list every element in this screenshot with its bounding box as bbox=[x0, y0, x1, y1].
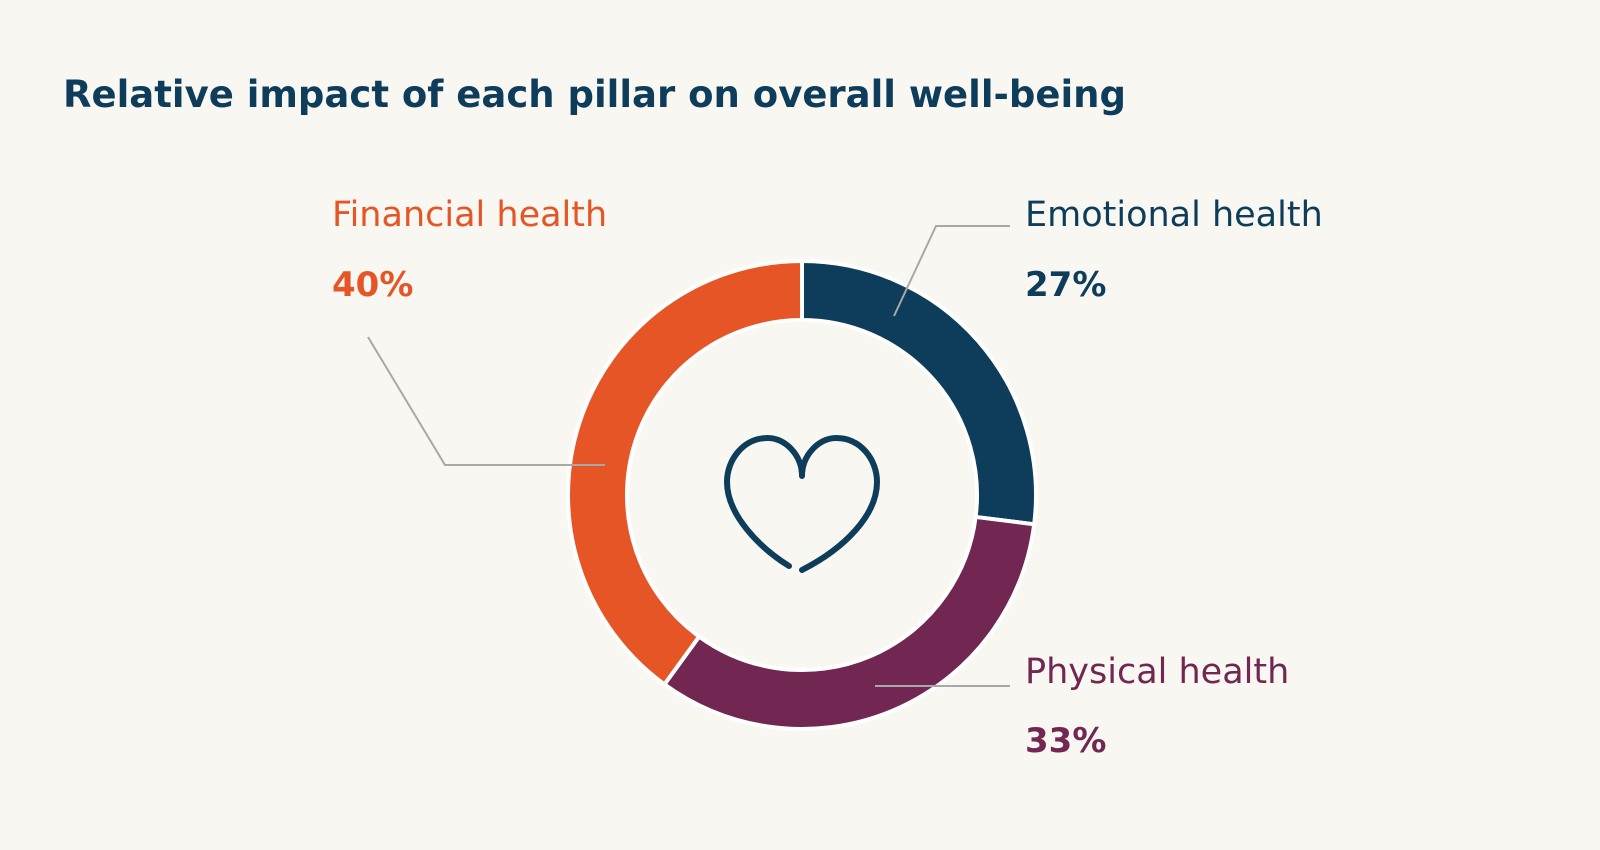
category-label: Emotional health bbox=[1025, 195, 1323, 235]
donut-segment bbox=[566, 258, 804, 688]
value-label: 33% bbox=[1025, 721, 1106, 761]
category-label: Physical health bbox=[1025, 652, 1289, 692]
donut bbox=[566, 258, 1038, 731]
donut-segment bbox=[661, 514, 1037, 731]
heart-icon bbox=[723, 434, 881, 573]
chart-title: Relative impact of each pillar on overal… bbox=[63, 73, 1126, 116]
value-label: 40% bbox=[332, 265, 413, 305]
leader-line bbox=[893, 225, 1010, 317]
donut-segment bbox=[800, 258, 1038, 527]
category-label: Financial health bbox=[332, 195, 607, 235]
leader-line bbox=[367, 336, 605, 466]
value-label: 27% bbox=[1025, 265, 1106, 305]
